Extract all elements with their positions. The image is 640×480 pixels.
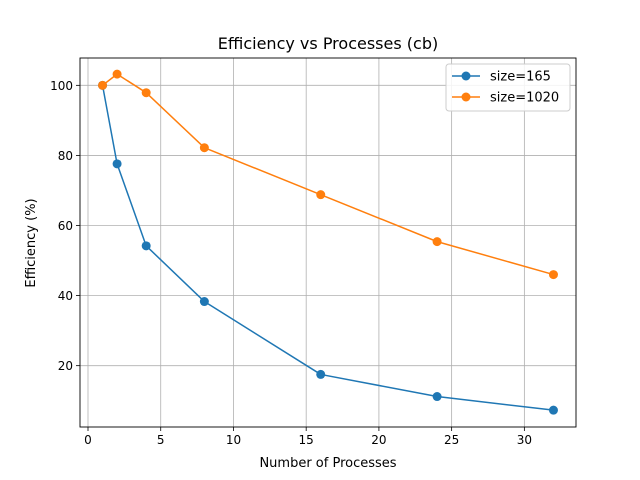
y-tick-label: 40: [58, 289, 73, 303]
x-tick-label: 20: [371, 433, 386, 447]
data-point: [548, 270, 558, 280]
legend-swatch-marker: [461, 71, 471, 81]
y-tick-label: 60: [58, 219, 73, 233]
axis-ticks: 0 5 10 15 20 25 30 20 40 60 80 100: [50, 79, 532, 447]
legend-entry: size=1020: [452, 91, 559, 106]
data-point: [199, 143, 209, 153]
plot-area-frame: [79, 57, 577, 428]
series-2: [98, 69, 558, 280]
legend-swatch-marker: [461, 92, 471, 102]
y-tick-label: 20: [58, 359, 73, 373]
x-tick-label: 0: [84, 433, 92, 447]
data-point: [141, 88, 151, 98]
grid: [80, 58, 576, 427]
x-axis-label: Number of Processes: [259, 456, 396, 471]
x-tick-label: 15: [299, 433, 314, 447]
data-point: [548, 405, 558, 415]
data-point: [98, 80, 108, 90]
x-tick-label: 10: [226, 433, 241, 447]
data-point: [316, 190, 326, 200]
y-axis-label: Efficiency (%): [24, 198, 39, 287]
data-point: [112, 159, 122, 169]
x-tick-label: 30: [517, 433, 532, 447]
chart-title: Efficiency vs Processes (cb): [218, 34, 438, 53]
legend-label: size=165: [490, 70, 551, 85]
legend: size=165 size=1020: [445, 63, 571, 112]
data-point: [141, 241, 151, 251]
series-group: [98, 69, 558, 415]
data-point: [316, 369, 326, 379]
data-point: [432, 237, 442, 247]
x-tick-label: 5: [157, 433, 165, 447]
data-point: [432, 392, 442, 402]
x-tick-label: 25: [444, 433, 459, 447]
y-tick-label: 100: [50, 79, 73, 93]
legend-label: size=1020: [490, 91, 559, 106]
data-point: [199, 297, 209, 307]
data-point: [112, 69, 122, 79]
legend-entry: size=165: [452, 70, 551, 85]
y-tick-label: 80: [58, 149, 73, 163]
